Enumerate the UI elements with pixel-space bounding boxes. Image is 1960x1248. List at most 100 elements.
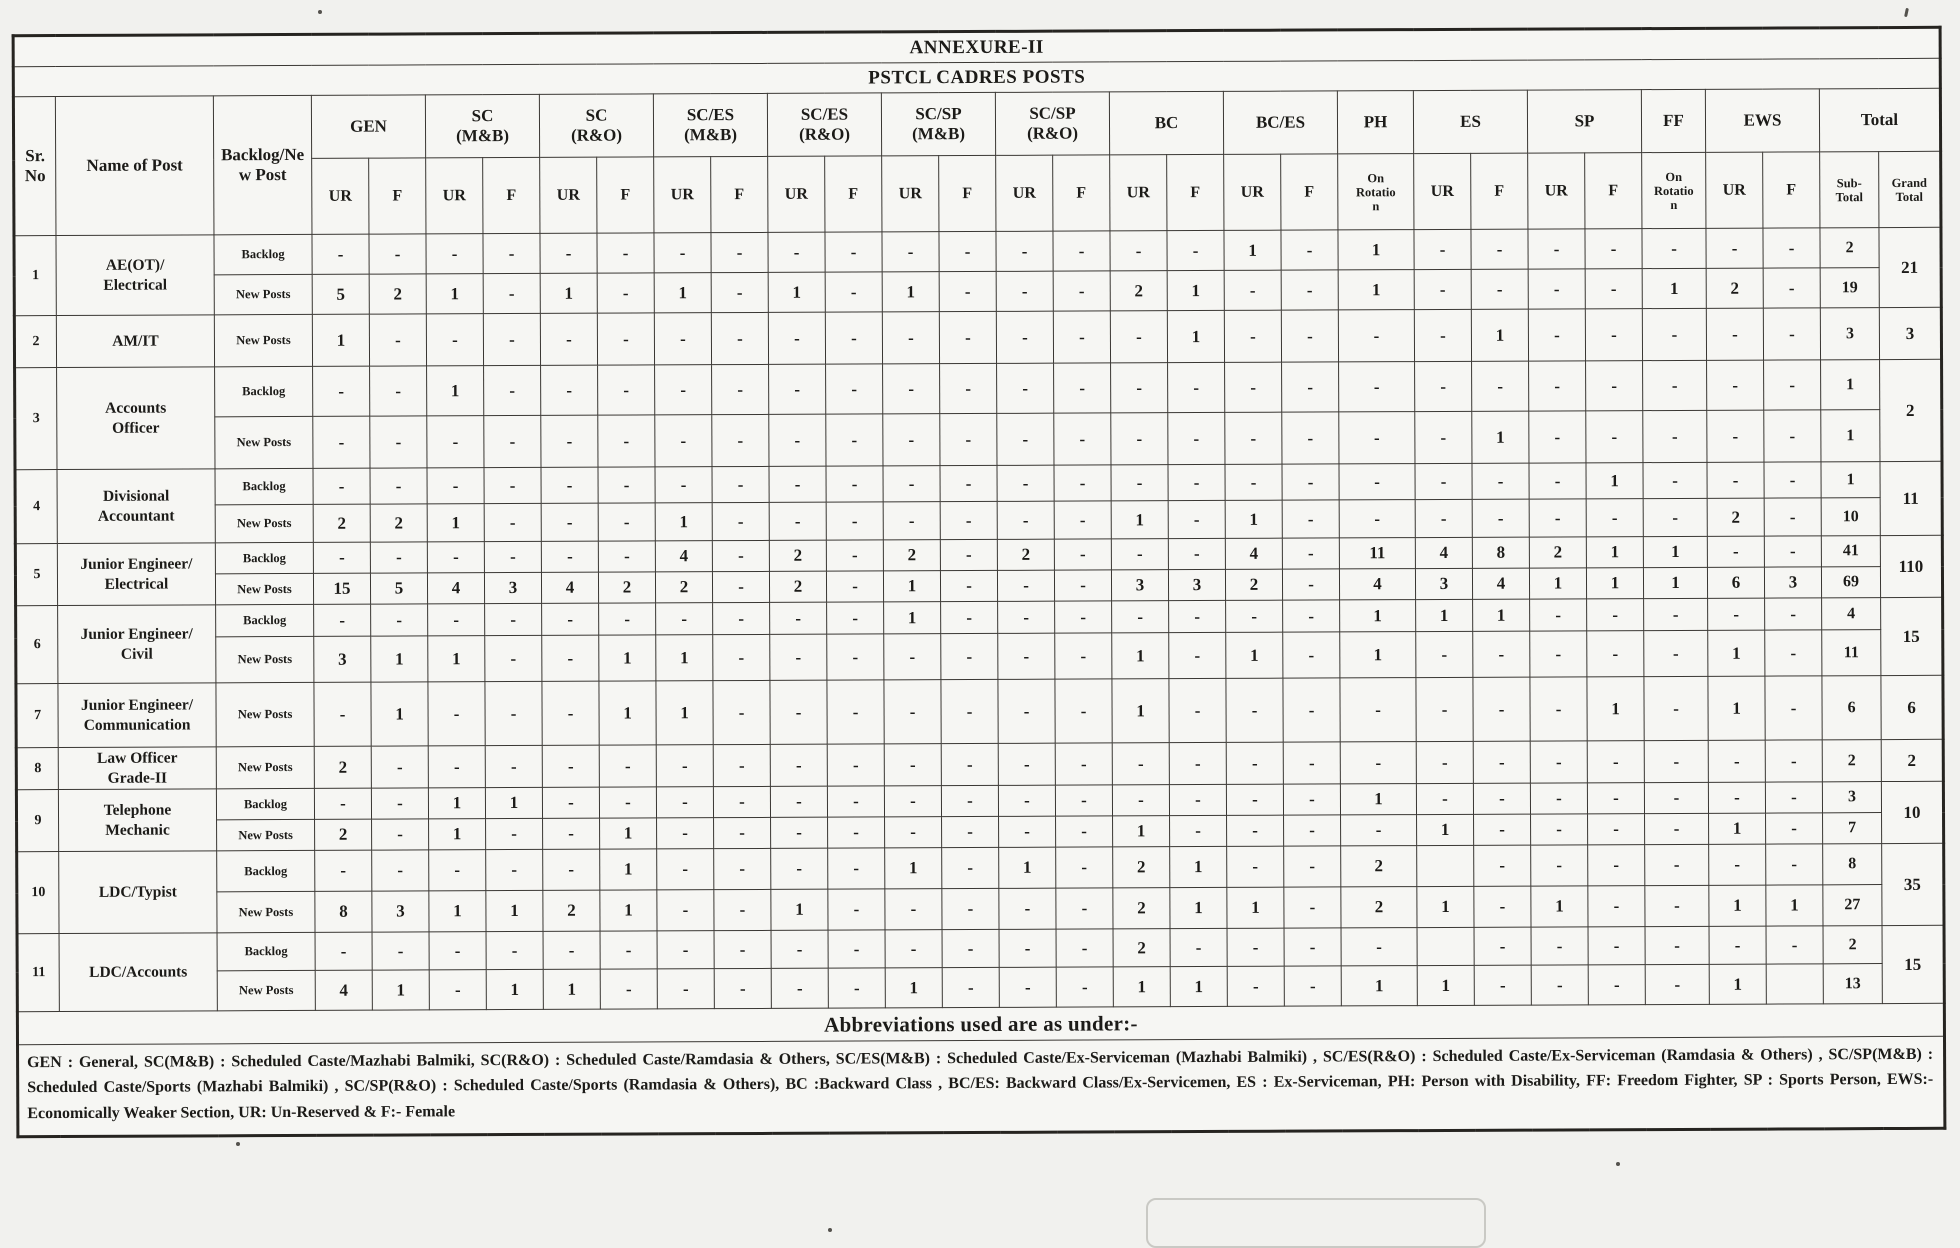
data-cell: - — [998, 785, 1056, 817]
data-cell: 4 — [1225, 538, 1283, 570]
data-cell: - — [313, 682, 372, 747]
abbreviations-text: GEN : General, SC(M&B) : Scheduled Caste… — [17, 1036, 1945, 1137]
data-cell: - — [1587, 740, 1645, 783]
data-cell: - — [1586, 498, 1644, 537]
data-cell: - — [541, 603, 599, 636]
data-cell: - — [825, 465, 884, 503]
data-cell: - — [713, 744, 771, 787]
data-cell: - — [714, 930, 772, 969]
data-cell: - — [1644, 813, 1709, 845]
header-sub-bc-f: F — [1166, 154, 1224, 231]
data-cell: - — [712, 502, 770, 541]
data-cell: 1 — [883, 570, 941, 602]
data-cell: - — [768, 414, 826, 467]
scan-speck — [236, 1142, 240, 1146]
data-cell: - — [1169, 742, 1227, 785]
data-cell: - — [1588, 926, 1646, 965]
data-cell: - — [825, 271, 883, 313]
data-cell: 2 — [1110, 270, 1168, 311]
data-cell: - — [939, 413, 997, 466]
data-cell: - — [314, 788, 372, 820]
data-cell: - — [1765, 781, 1823, 814]
data-cell: - — [540, 415, 598, 468]
data-cell: - — [1764, 497, 1822, 537]
sub-total-cell: 2 — [1822, 739, 1882, 782]
data-cell: - — [539, 233, 598, 274]
data-cell: - — [1472, 677, 1531, 742]
data-cell: - — [997, 570, 1055, 602]
data-cell: - — [1053, 310, 1111, 364]
data-cell: - — [1706, 360, 1764, 411]
data-cell: 1 — [1586, 676, 1645, 741]
data-cell: - — [1416, 783, 1474, 815]
data-cell: - — [426, 415, 484, 468]
data-cell: - — [1470, 229, 1529, 270]
data-cell: 1 — [885, 967, 943, 1008]
data-cell: - — [598, 602, 656, 636]
data-cell: - — [1055, 742, 1113, 786]
data-cell: - — [656, 848, 714, 890]
header-group-row: Sr. No Name of Post Backlog/Ne w Post GEN SC… — [13, 88, 1941, 236]
data-cell: - — [372, 931, 430, 971]
header-group-sc-sp-m-b: SC/SP (M&B) — [881, 92, 996, 156]
data-cell: - — [1111, 538, 1169, 570]
sub-total-cell: 7 — [1822, 812, 1882, 844]
data-cell: - — [713, 848, 771, 890]
data-cell: - — [1415, 677, 1474, 742]
data-cell: - — [1764, 597, 1822, 631]
data-cell: - — [1764, 675, 1823, 741]
header-sub-total-sub-total: Sub- Total — [1819, 151, 1879, 228]
data-cell: - — [1340, 741, 1417, 784]
data-cell: - — [1708, 844, 1766, 886]
data-cell: - — [1224, 464, 1283, 501]
data-cell: 2 — [370, 503, 428, 543]
data-cell: - — [1473, 886, 1532, 928]
data-cell: - — [656, 786, 714, 818]
data-cell: - — [884, 743, 942, 786]
data-cell: - — [1586, 630, 1644, 677]
data-cell: 1 — [1415, 599, 1473, 632]
data-cell: 1 — [768, 272, 826, 313]
data-cell: - — [1528, 308, 1586, 362]
data-cell: - — [1225, 600, 1283, 633]
data-cell: - — [1413, 229, 1472, 270]
data-cell: - — [1642, 462, 1708, 499]
data-cell: - — [1053, 362, 1111, 414]
sr-no: 3 — [14, 367, 58, 470]
sub-total-cell: 3 — [1820, 307, 1880, 360]
row-type-label: Backlog — [213, 234, 313, 275]
data-cell: - — [998, 743, 1056, 786]
data-cell: 1 — [599, 817, 657, 850]
data-cell: 2 — [1340, 845, 1417, 887]
data-cell: 15 — [313, 573, 371, 605]
data-cell: 2 — [883, 539, 941, 571]
data-cell: - — [939, 271, 997, 312]
data-cell: - — [1706, 410, 1764, 463]
data-cell: 1 — [1529, 567, 1587, 600]
data-cell: - — [1765, 843, 1823, 886]
data-cell: - — [997, 679, 1056, 744]
data-cell: - — [1055, 846, 1113, 889]
header-group-total: Total — [1819, 88, 1941, 152]
data-cell: - — [1169, 784, 1227, 816]
data-cell: - — [1708, 782, 1766, 814]
data-cell: 1 — [1169, 846, 1227, 888]
data-cell: - — [427, 541, 485, 573]
sub-total-cell: 8 — [1822, 843, 1882, 885]
data-cell: - — [597, 312, 655, 366]
data-cell: - — [1226, 742, 1284, 785]
data-cell: - — [1167, 362, 1225, 413]
data-cell: - — [1109, 230, 1168, 271]
data-cell: - — [1054, 500, 1112, 540]
data-cell: - — [768, 364, 826, 415]
data-cell: 4 — [1339, 568, 1416, 600]
data-cell: - — [713, 786, 771, 818]
row-type-label: Backlog — [216, 788, 315, 820]
data-cell: - — [769, 502, 827, 541]
data-cell: - — [371, 849, 429, 892]
data-cell: - — [654, 414, 712, 467]
grand-total-cell: 11 — [1879, 461, 1943, 536]
data-cell: 1 — [1113, 966, 1171, 1007]
data-cell: - — [314, 850, 372, 892]
header-sub-sc-sp-m-b-ur: UR — [881, 155, 939, 232]
